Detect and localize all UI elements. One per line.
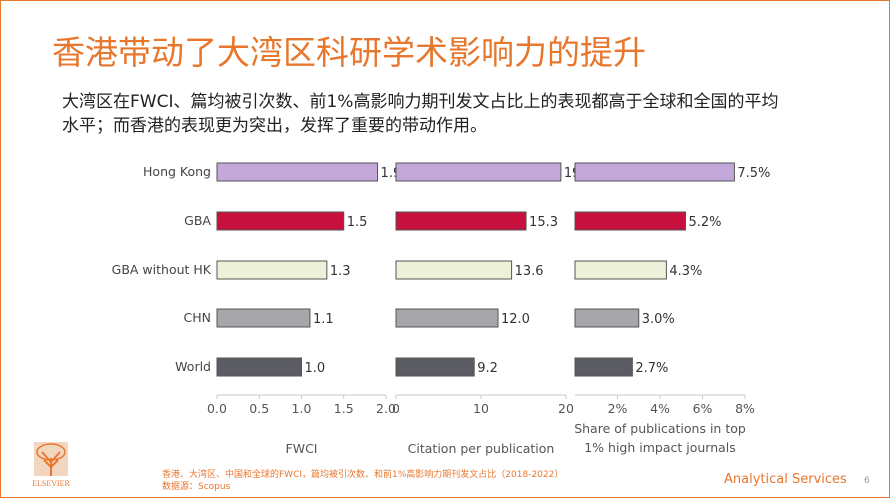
bar bbox=[395, 260, 513, 280]
tick-label: 4% bbox=[650, 401, 670, 416]
tick-label: 20 bbox=[558, 401, 574, 416]
data-label: 3.0% bbox=[642, 312, 675, 327]
bar bbox=[574, 308, 640, 328]
logo-text: ELSEVIER bbox=[32, 479, 70, 488]
bar bbox=[395, 357, 475, 377]
tick-label: 10 bbox=[473, 401, 489, 416]
data-label: 1.1 bbox=[313, 312, 334, 327]
data-label: 2.7% bbox=[635, 361, 668, 376]
tick-label: 6% bbox=[693, 401, 713, 416]
bar bbox=[574, 211, 686, 231]
tick-label: 0 bbox=[392, 401, 400, 416]
tick-label: 1.5 bbox=[334, 401, 354, 416]
bar bbox=[216, 162, 379, 182]
bar bbox=[574, 162, 735, 182]
bar bbox=[574, 357, 633, 377]
bar bbox=[216, 211, 345, 231]
brand-label: Analytical Services bbox=[724, 472, 847, 487]
page-number: 6 bbox=[864, 476, 870, 486]
category-label: GBA bbox=[184, 213, 211, 228]
bar bbox=[395, 308, 499, 328]
bar bbox=[395, 162, 562, 182]
data-label: 4.3% bbox=[669, 264, 702, 279]
bar bbox=[395, 211, 527, 231]
data-label: 5.2% bbox=[689, 215, 722, 230]
elsevier-logo: ELSEVIER bbox=[20, 440, 82, 496]
slide-title: 香港带动了大湾区科研学术影响力的提升 bbox=[52, 33, 646, 72]
bar bbox=[216, 357, 302, 377]
bar bbox=[574, 260, 667, 280]
bar bbox=[216, 308, 311, 328]
tick-label: 8% bbox=[735, 401, 755, 416]
footnote-source: 数据源：Scopus bbox=[162, 482, 231, 492]
axis-title: Citation per publication bbox=[408, 441, 555, 456]
footnote-caption: 香港、大湾区、中国和全球的FWCI，篇均被引次数、和前1%高影响力期刊发文占比（… bbox=[162, 470, 564, 480]
category-label: CHN bbox=[184, 310, 211, 325]
bar bbox=[216, 260, 328, 280]
data-label: 7.5% bbox=[737, 166, 770, 181]
slide-subtitle: 大湾区在FWCI、篇均被引次数、前1%高影响力期刊发文占比上的表现都高于全球和全… bbox=[62, 92, 779, 136]
elsevier-tree-icon: ELSEVIER bbox=[32, 442, 71, 488]
tick-label: 2% bbox=[608, 401, 628, 416]
data-label: 9.2 bbox=[477, 361, 498, 376]
category-label: GBA without HK bbox=[112, 262, 212, 277]
tick-label: 1.0 bbox=[292, 401, 312, 416]
category-label: Hong Kong bbox=[143, 164, 211, 179]
axis-title: Share of publications in top 1% high impa… bbox=[574, 421, 746, 455]
data-label: 1.3 bbox=[330, 264, 351, 279]
category-label: World bbox=[175, 359, 211, 374]
data-label: 1.5 bbox=[347, 215, 368, 230]
data-label: 13.6 bbox=[515, 264, 544, 279]
tick-label: 0.5 bbox=[249, 401, 269, 416]
data-label: 1.0 bbox=[305, 361, 326, 376]
axis-title: FWCI bbox=[286, 441, 318, 456]
footnote: 香港、大湾区、中国和全球的FWCI，篇均被引次数、和前1%高影响力期刊发文占比（… bbox=[162, 469, 563, 493]
tick-label: 2.0 bbox=[376, 401, 396, 416]
tick-label: 0.0 bbox=[207, 401, 227, 416]
data-label: 12.0 bbox=[501, 312, 530, 327]
data-label: 15.3 bbox=[529, 215, 558, 230]
